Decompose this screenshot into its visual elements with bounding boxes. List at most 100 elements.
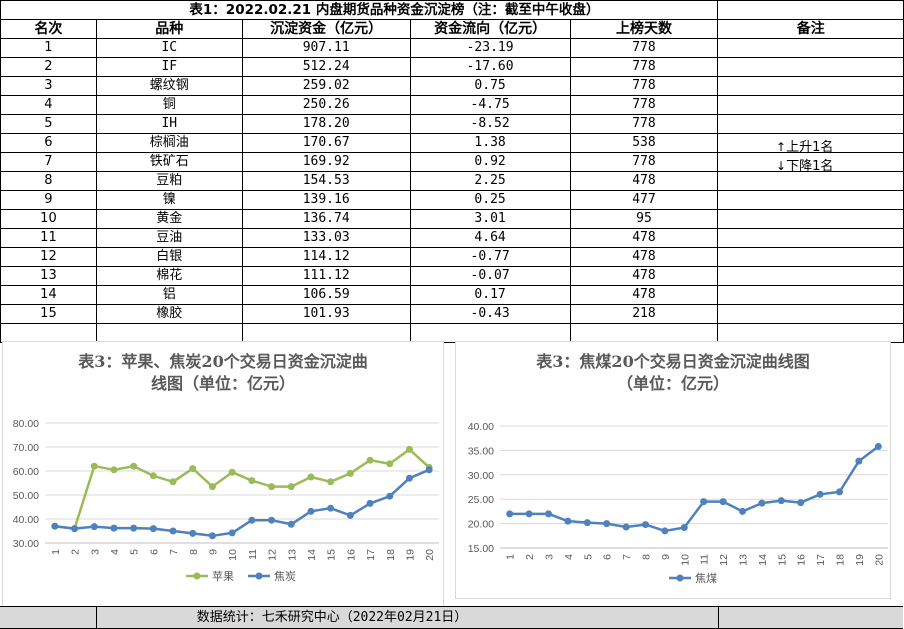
- x-tick-label: 5: [582, 554, 594, 560]
- data-point: [855, 457, 863, 465]
- y-tick-label: 50.00: [13, 490, 39, 502]
- table-cell: 棉花: [95, 266, 243, 286]
- data-point: [583, 519, 591, 527]
- table-row: 14 铝 106.59 0.17 478: [0, 285, 904, 305]
- x-tick-label: 11: [247, 549, 259, 560]
- table-cell: 478: [569, 266, 719, 286]
- x-tick-label: 7: [168, 549, 180, 555]
- x-tick-label: 3: [544, 554, 556, 560]
- data-point: [327, 478, 335, 486]
- x-tick-label: 10: [679, 554, 691, 566]
- table-cell: 4.64: [409, 228, 571, 248]
- x-tick-label: 13: [286, 549, 298, 561]
- data-point: [71, 525, 79, 533]
- header-row: 名次 品种 沉淀资金（亿元） 资金流向（亿元） 上榜天数 备注: [0, 19, 904, 39]
- data-point: [189, 465, 197, 473]
- table-row: 15 橡胶 101.93 -0.43 218: [0, 304, 904, 324]
- x-tick-label: 14: [306, 549, 318, 561]
- remark-cell: [717, 209, 904, 229]
- x-tick-label: 2: [70, 549, 82, 555]
- table-row: 13 棉花 111.12 -0.07 478: [0, 266, 904, 286]
- data-point: [189, 529, 197, 537]
- table-cell: 139.16: [241, 190, 411, 210]
- x-tick-label: 18: [835, 554, 847, 566]
- table-row: 9 镍 139.16 0.25 477: [0, 190, 904, 210]
- data-point: [169, 527, 177, 535]
- table-cell: 778: [569, 95, 719, 115]
- data-point: [346, 469, 354, 477]
- table-cell: 136.74: [241, 209, 411, 229]
- table-cell: 8: [0, 171, 97, 191]
- data-point: [603, 520, 611, 528]
- table-cell: 114.12: [241, 247, 411, 267]
- y-tick-label: 25.00: [468, 494, 494, 506]
- table-cell: 1.38: [409, 133, 571, 153]
- y-tick-label: 20.00: [468, 519, 494, 531]
- x-tick-label: 3: [89, 549, 101, 555]
- remark-cell: [717, 247, 904, 267]
- table-row: 1 IC 907.11 -23.19 778: [0, 38, 904, 58]
- data-point: [51, 522, 59, 530]
- data-point: [130, 462, 138, 470]
- table-cell: 铜: [95, 95, 243, 115]
- table-cell: 豆油: [95, 228, 243, 248]
- title-row: 表1：2022.02.21 内盘期货品种资金沉淀榜（注：截至中午收盘）: [0, 0, 904, 20]
- table-cell: 1: [0, 38, 97, 58]
- data-point: [248, 477, 256, 485]
- table-cell: 镍: [95, 190, 243, 210]
- data-point: [366, 499, 374, 507]
- table-cell: 13: [0, 266, 97, 286]
- data-point: [777, 497, 785, 505]
- table-cell: 0.75: [409, 76, 571, 96]
- legend-item: 焦煤: [669, 572, 717, 585]
- x-tick-label: 7: [621, 554, 633, 560]
- down-arrow-icon: ↓: [776, 159, 787, 173]
- x-tick-label: 5: [129, 549, 141, 555]
- table-cell: 778: [569, 76, 719, 96]
- table-cell: 14: [0, 285, 97, 305]
- data-point: [327, 504, 335, 512]
- table-row: 8 豆粕 154.53 2.25 478: [0, 171, 904, 191]
- table-cell: 478: [569, 228, 719, 248]
- table-cell: 95: [569, 209, 719, 229]
- table-cell: 9: [0, 190, 97, 210]
- column-header: 资金流向（亿元）: [409, 19, 571, 39]
- ranking-table: 表1：2022.02.21 内盘期货品种资金沉淀榜（注：截至中午收盘） 名次 品种沉…: [0, 0, 904, 343]
- data-point: [642, 521, 649, 529]
- footer-bar: 数据统计：七禾研究中心（2022年02月21日）: [0, 606, 903, 629]
- data-point: [386, 492, 394, 500]
- data-point: [149, 525, 157, 533]
- legend-label: 焦炭: [274, 570, 296, 583]
- table-cell: 12: [0, 247, 97, 267]
- table-cell: 907.11: [241, 38, 411, 58]
- table-cell: 10: [0, 209, 97, 229]
- table-cell: 3: [0, 76, 97, 96]
- rank-down-note: ↓下降1名: [776, 159, 834, 174]
- data-point: [228, 468, 236, 476]
- data-point: [405, 445, 413, 453]
- remark-cell: [717, 171, 904, 191]
- table-cell: 7: [0, 152, 97, 172]
- x-tick-label: 1: [505, 554, 517, 560]
- data-point: [208, 483, 216, 491]
- empty-cell: [717, 323, 904, 343]
- table-cell: 538: [569, 133, 719, 153]
- empty-cell: [409, 323, 571, 343]
- data-point: [228, 529, 236, 537]
- remark-cell: [717, 38, 904, 58]
- data-point: [836, 488, 843, 496]
- x-tick-label: 2: [524, 554, 536, 560]
- table-cell: 154.53: [241, 171, 411, 191]
- table-cell: 2.25: [409, 171, 571, 191]
- remark-cell: [717, 95, 904, 115]
- table-cell: 橡胶: [95, 304, 243, 324]
- empty-cell: [569, 323, 719, 343]
- table-cell: 0.25: [409, 190, 571, 210]
- data-point: [287, 520, 295, 528]
- table-cell: 478: [569, 285, 719, 305]
- x-tick-label: 12: [718, 554, 730, 566]
- table-cell: 螺纹钢: [95, 76, 243, 96]
- data-point: [719, 498, 727, 506]
- table-cell: 2: [0, 57, 97, 77]
- remark-cell: [717, 114, 904, 134]
